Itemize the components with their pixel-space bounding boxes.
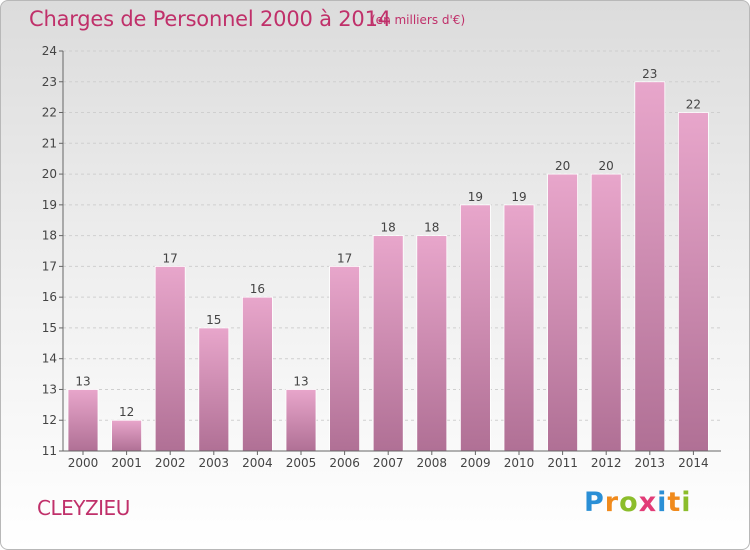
data-label: 19 bbox=[511, 190, 526, 204]
bar-2004 bbox=[241, 296, 273, 452]
data-label: 16 bbox=[250, 282, 265, 296]
bar-2003 bbox=[198, 327, 230, 452]
data-label: 12 bbox=[119, 405, 134, 419]
y-tick-label: 24 bbox=[42, 44, 57, 58]
bar-2000 bbox=[67, 389, 99, 452]
data-label: 18 bbox=[381, 221, 396, 235]
x-tick-label: 2000 bbox=[68, 456, 99, 470]
bar-2010 bbox=[503, 204, 535, 452]
bars bbox=[67, 81, 709, 452]
data-label: 13 bbox=[293, 374, 308, 388]
bar-2008 bbox=[416, 235, 448, 452]
axes bbox=[59, 50, 721, 455]
y-tick-label: 22 bbox=[42, 106, 57, 120]
y-tick-label: 21 bbox=[42, 136, 57, 150]
data-label: 17 bbox=[337, 251, 352, 265]
x-tick-label: 2003 bbox=[199, 456, 230, 470]
commune-name: CLEYZIEU bbox=[37, 496, 130, 520]
x-tick-label: 2002 bbox=[155, 456, 186, 470]
data-label: 20 bbox=[555, 159, 570, 173]
data-labels: 13 12 17 15 16 13 17 18 18 19 19 20 20 23 22 bbox=[75, 67, 701, 419]
x-tick-label: 2008 bbox=[417, 456, 448, 470]
x-tick-label: 2009 bbox=[460, 456, 491, 470]
data-label: 22 bbox=[686, 98, 701, 112]
x-tick-label: 2013 bbox=[635, 456, 666, 470]
y-tick-label: 16 bbox=[42, 290, 57, 304]
x-tick-label: 2006 bbox=[329, 456, 360, 470]
bar-2001 bbox=[111, 419, 142, 452]
bar-2006 bbox=[329, 265, 361, 452]
y-tick-label: 19 bbox=[42, 198, 57, 212]
x-tick-label: 2014 bbox=[678, 456, 709, 470]
y-tick-label: 17 bbox=[42, 259, 57, 273]
data-label: 15 bbox=[206, 313, 221, 327]
data-label: 17 bbox=[163, 251, 178, 265]
bar-2014 bbox=[678, 112, 709, 452]
bar-2007 bbox=[372, 235, 404, 452]
x-tick-label: 2010 bbox=[504, 456, 535, 470]
x-tick-label: 2004 bbox=[242, 456, 273, 470]
bar-2005 bbox=[285, 389, 317, 452]
x-tick-labels: 2000 2001 2002 2003 2004 2005 2006 2007 2008 2009… bbox=[68, 456, 709, 470]
y-tick-label: 20 bbox=[42, 167, 57, 181]
x-tick-label: 2012 bbox=[591, 456, 622, 470]
bar-2002 bbox=[154, 265, 186, 452]
y-tick-label: 18 bbox=[42, 229, 57, 243]
y-tick-label: 12 bbox=[42, 413, 57, 427]
bar-2013 bbox=[634, 81, 666, 452]
y-tick-labels: 11 12 13 14 15 16 17 18 19 20 21 22 23 24 bbox=[42, 44, 57, 458]
y-tick-label: 11 bbox=[42, 444, 57, 458]
x-tick-label: 2011 bbox=[547, 456, 578, 470]
chart-title: Charges de Personnel 2000 à 2014 bbox=[29, 7, 391, 31]
proxiti-logo[interactable]: Proxiti bbox=[584, 487, 692, 518]
x-tick-label: 2001 bbox=[111, 456, 142, 470]
y-tick-label: 15 bbox=[42, 321, 57, 335]
x-tick-label: 2007 bbox=[373, 456, 404, 470]
y-tick-label: 14 bbox=[42, 352, 57, 366]
data-label: 19 bbox=[468, 190, 483, 204]
chart-subtitle: (en milliers d'€) bbox=[371, 13, 466, 27]
x-tick-label: 2005 bbox=[286, 456, 317, 470]
data-label: 18 bbox=[424, 221, 439, 235]
y-tick-label: 23 bbox=[42, 75, 57, 89]
y-tick-label: 13 bbox=[42, 382, 57, 396]
bar-2009 bbox=[459, 204, 491, 452]
bar-2011 bbox=[547, 173, 578, 452]
data-label: 20 bbox=[599, 159, 614, 173]
data-label: 13 bbox=[75, 374, 90, 388]
data-label: 23 bbox=[642, 67, 657, 81]
bar-2012 bbox=[590, 173, 622, 452]
